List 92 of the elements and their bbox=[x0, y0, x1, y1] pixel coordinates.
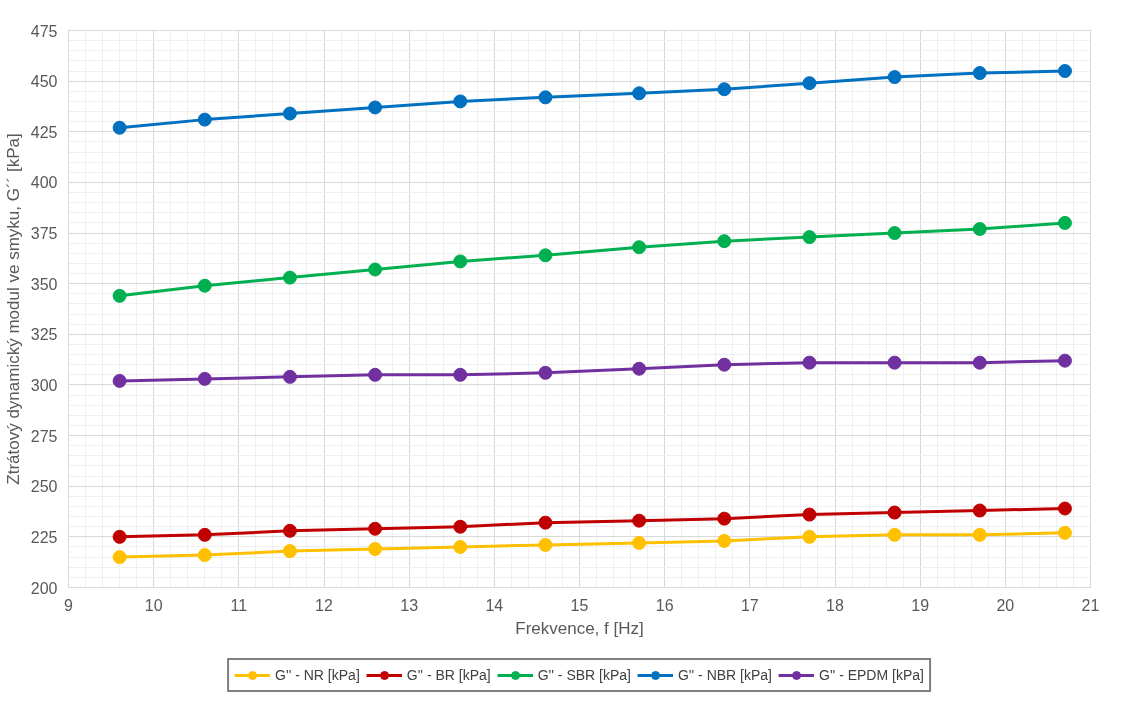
y-tick-label: 325 bbox=[30, 326, 58, 344]
point bbox=[282, 106, 297, 121]
point bbox=[1057, 215, 1072, 230]
point bbox=[972, 222, 987, 236]
point bbox=[112, 120, 127, 135]
point bbox=[1057, 353, 1072, 368]
point bbox=[538, 248, 553, 263]
point bbox=[972, 355, 987, 370]
x-tick-label: 9 bbox=[64, 596, 74, 614]
y-tick-label: 250 bbox=[30, 478, 58, 496]
point bbox=[802, 507, 817, 522]
y-tick-label: 300 bbox=[30, 376, 58, 394]
y-tick-label: 475 bbox=[30, 22, 58, 40]
point bbox=[1057, 64, 1072, 78]
point bbox=[538, 365, 553, 380]
point bbox=[453, 94, 468, 109]
point bbox=[972, 527, 987, 542]
y-tick-label: 450 bbox=[30, 73, 58, 91]
x-tick-label: 14 bbox=[485, 596, 504, 614]
point bbox=[453, 540, 468, 554]
point bbox=[887, 226, 902, 241]
x-axis-title: Frekvence, f [Hz] bbox=[515, 618, 644, 638]
y-tick-label: 200 bbox=[30, 579, 58, 597]
point bbox=[802, 529, 817, 544]
point bbox=[1057, 525, 1072, 540]
x-tick-label: 11 bbox=[230, 596, 248, 614]
x-tick-label: 13 bbox=[400, 596, 419, 614]
y-tick-label: 400 bbox=[30, 174, 58, 192]
point bbox=[802, 355, 817, 370]
y-tick-label: 275 bbox=[30, 427, 58, 445]
point bbox=[717, 533, 732, 548]
y-tick-label: 425 bbox=[30, 123, 58, 141]
point bbox=[112, 550, 127, 565]
x-tick-label: 18 bbox=[826, 596, 844, 614]
y-tick-label: 350 bbox=[30, 275, 58, 293]
x-tick-label: 12 bbox=[315, 596, 333, 614]
point bbox=[632, 86, 647, 101]
point bbox=[368, 542, 383, 556]
x-tick-label: 16 bbox=[655, 596, 674, 614]
point bbox=[972, 503, 987, 518]
y-tick-label: 225 bbox=[30, 528, 58, 546]
point bbox=[887, 505, 902, 520]
y-axis-title: Ztrátový dynamický modul ve smyku, G´´ [kPa] bbox=[3, 133, 23, 485]
point bbox=[717, 357, 732, 372]
x-tick-label: 17 bbox=[740, 596, 759, 614]
point bbox=[887, 355, 902, 370]
point bbox=[632, 361, 647, 376]
point bbox=[887, 70, 902, 85]
point bbox=[538, 537, 553, 552]
point bbox=[717, 511, 732, 526]
x-tick-label: 10 bbox=[144, 596, 163, 614]
point bbox=[282, 270, 297, 285]
point bbox=[112, 373, 127, 388]
point bbox=[368, 367, 383, 382]
point bbox=[632, 513, 647, 528]
point bbox=[197, 548, 212, 563]
point bbox=[538, 515, 553, 530]
point bbox=[368, 100, 383, 115]
point bbox=[197, 371, 212, 386]
point bbox=[1057, 501, 1072, 516]
point bbox=[282, 369, 297, 384]
point bbox=[197, 112, 212, 127]
legend-label: G'' - NR [kPa] bbox=[275, 667, 360, 683]
legend-label: G'' - SBR [kPa] bbox=[537, 667, 631, 683]
point bbox=[632, 535, 647, 550]
y-tick-label: 375 bbox=[30, 225, 58, 243]
point bbox=[368, 262, 383, 277]
x-tick-label: 21 bbox=[1081, 596, 1100, 614]
point bbox=[972, 66, 987, 81]
point bbox=[717, 82, 732, 97]
point bbox=[717, 234, 732, 249]
x-tick-label: 15 bbox=[570, 596, 589, 614]
point bbox=[453, 254, 468, 269]
point bbox=[112, 529, 127, 544]
point bbox=[282, 544, 297, 559]
x-tick-label: 20 bbox=[996, 596, 1015, 614]
point bbox=[453, 519, 468, 534]
point bbox=[802, 76, 817, 91]
legend-label: G'' - EPDM [kPa] bbox=[819, 667, 924, 683]
x-tick-label: 19 bbox=[911, 596, 930, 614]
point bbox=[112, 288, 127, 303]
point bbox=[538, 90, 553, 105]
point bbox=[368, 521, 383, 536]
point bbox=[282, 523, 297, 538]
legend-label: G'' - NBR [kPa] bbox=[677, 667, 772, 683]
legend-label: G'' - BR [kPa] bbox=[406, 667, 491, 683]
point bbox=[887, 527, 902, 542]
point bbox=[197, 527, 212, 542]
point bbox=[802, 230, 817, 245]
point bbox=[453, 367, 468, 382]
point bbox=[197, 278, 212, 293]
point bbox=[632, 240, 647, 255]
